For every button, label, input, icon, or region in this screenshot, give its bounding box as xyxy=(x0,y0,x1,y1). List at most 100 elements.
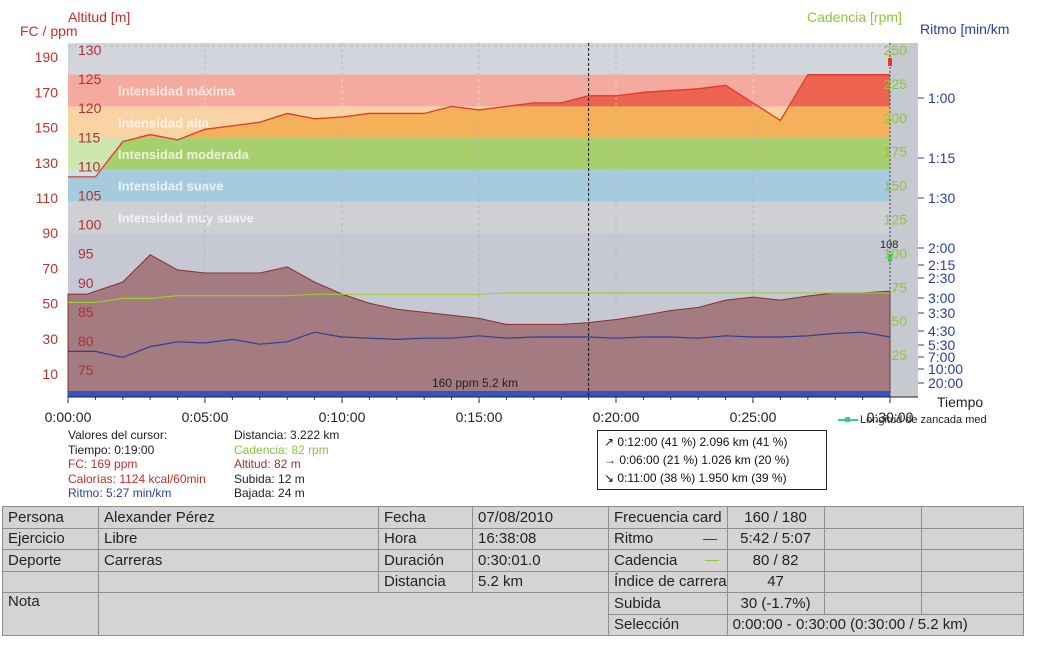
selection-label: 160 ppm 5.2 km xyxy=(432,376,518,390)
cadence-tick-label: 175 xyxy=(884,144,908,160)
deporte-value[interactable]: Carreras xyxy=(98,549,379,572)
seleccion-value: 0:00:00 - 0:30:00 (0:30:00 / 5.2 km) xyxy=(726,613,1024,636)
ritmo-label: Ritmo xyxy=(608,527,728,550)
zone-label: Intensidad alta xyxy=(118,115,210,130)
indice-label: Índice de carrera xyxy=(608,570,728,593)
altitude-tick-label: 120 xyxy=(78,100,102,116)
cadence-tick-label: 50 xyxy=(891,313,907,329)
cursor-cadence: Cadencia: 82 rpm xyxy=(234,442,329,457)
empty-cell xyxy=(2,570,99,593)
distancia-value: 5.2 km xyxy=(472,570,609,593)
end-marker-fc xyxy=(888,58,892,66)
empty-cell xyxy=(823,506,922,529)
x-tick-label: 0:05:00 xyxy=(182,409,229,425)
cursor-time: Tiempo: 0:19:00 xyxy=(68,442,155,457)
zone-label: Intensidad suave xyxy=(118,179,223,194)
cadence-tick-label: 150 xyxy=(884,178,908,194)
stride-legend[interactable]: Longitud de zancada med xyxy=(838,414,987,426)
cadencia-value: 80 / 82 xyxy=(726,549,825,572)
cadence-line xyxy=(68,292,890,304)
cadence-tick-label: 225 xyxy=(884,76,908,92)
fc-tick-label: 170 xyxy=(35,84,59,100)
altitude-tick-label: 75 xyxy=(78,362,94,378)
pace-tick-label: 4:30 xyxy=(928,323,955,339)
slope-down: ↘ 0:11:00 (38 %) 1.950 km (39 %) xyxy=(604,471,787,485)
x-tick-label: 0:25:00 xyxy=(730,409,777,425)
altitude-tick-label: 110 xyxy=(78,158,101,174)
pace-tick-label: 1:15 xyxy=(928,150,955,166)
empty-cell xyxy=(920,506,1024,529)
cadencia-line-swatch xyxy=(705,560,720,562)
ritmo-value: 5:42 / 5:07 xyxy=(726,527,825,550)
duracion-label: Duración xyxy=(378,549,473,572)
subida-label: Subida xyxy=(608,592,728,615)
zone-label: Intensidad muy suave xyxy=(118,210,254,225)
cadencia-label: Cadencia xyxy=(608,549,728,572)
empty-cell xyxy=(920,570,1024,593)
persona-value[interactable]: Alexander Pérez xyxy=(98,506,379,529)
x-tick-label: 0:00:00 xyxy=(45,409,92,425)
pace-tick-label: 2:15 xyxy=(928,257,955,273)
cursor-distance: Distancia: 3.222 km xyxy=(234,428,340,442)
seleccion-label: Selección xyxy=(608,613,728,636)
fc-tick-label: 150 xyxy=(35,120,59,136)
exercise-chart[interactable]: Intensidad máxima Intensidad alta Intensid… xyxy=(0,0,1042,500)
pace-tick-label: 3:00 xyxy=(928,290,955,306)
hora-value: 16:38:08 xyxy=(472,527,609,550)
fc-label: Frecuencia card xyxy=(608,506,728,529)
stride-legend-swatch xyxy=(838,417,858,423)
altitude-tick-label: 100 xyxy=(78,217,102,233)
nota-label: Nota xyxy=(2,592,99,636)
hora-label: Hora xyxy=(378,527,473,550)
altitude-tick-label: 80 xyxy=(78,333,94,349)
altitude-tick-label: 130 xyxy=(78,42,102,58)
fc-tick-label: 130 xyxy=(35,155,59,171)
cursor-altitude: Altitud: 82 m xyxy=(234,457,301,471)
distancia-label: Distancia xyxy=(378,570,473,593)
empty-cell xyxy=(823,570,922,593)
x-tick-label: 0:30:00 xyxy=(867,409,914,425)
ejercicio-label: Ejercicio xyxy=(2,527,99,550)
altitude-tick-label: 95 xyxy=(78,246,94,262)
pace-tick-label: 10:00 xyxy=(928,361,963,377)
altitude-tick-label: 115 xyxy=(78,129,101,145)
pace-tick-label: 20:00 xyxy=(928,375,963,391)
pace-tick-label: 1:00 xyxy=(928,90,955,106)
empty-cell xyxy=(823,592,922,615)
fc-area xyxy=(68,74,890,177)
empty-cell xyxy=(98,570,379,593)
fc-tick-label: 50 xyxy=(42,296,58,312)
x-tick-label: 0:20:00 xyxy=(593,409,640,425)
pace-tick-label: 5:30 xyxy=(928,337,955,353)
empty-cell xyxy=(823,549,922,572)
fc-tick-label: 30 xyxy=(42,331,58,347)
stride-legend-label: Longitud de zancada med xyxy=(860,414,987,426)
cadence-tick-label: 75 xyxy=(891,279,907,295)
cursor-value-label: 108 xyxy=(880,239,898,251)
subida-value: 30 (-1.7%) xyxy=(726,592,825,615)
cadence-axis-title: Cadencia [rpm] xyxy=(807,9,902,25)
cursor-fc: FC: 169 ppm xyxy=(68,457,138,471)
selection-bar[interactable] xyxy=(68,391,890,397)
duracion-value: 0:30:01.0 xyxy=(472,549,609,572)
ejercicio-value[interactable]: Libre xyxy=(98,527,379,550)
zone-label: Intensidad moderada xyxy=(118,147,250,162)
pace-tick-label: 7:00 xyxy=(928,349,955,365)
deporte-label: Deporte xyxy=(2,549,99,572)
x-tick-label: 0:10:00 xyxy=(319,409,366,425)
cadence-tick-label: 250 xyxy=(884,42,908,58)
nota-value[interactable] xyxy=(98,592,609,636)
altitude-tick-label: 85 xyxy=(78,304,94,320)
altitude-area xyxy=(67,254,891,398)
altitude-tick-label: 125 xyxy=(78,71,102,87)
exercise-info-table: Persona Alexander Pérez Fecha 07/08/2010… xyxy=(2,506,1024,636)
pace-tick-label: 2:00 xyxy=(928,240,955,256)
empty-cell xyxy=(920,592,1024,615)
cadence-tick-label: 25 xyxy=(891,347,907,363)
altitude-axis-title: Altitud [m] xyxy=(68,9,130,25)
pace-tick-label: 1:30 xyxy=(928,190,955,206)
fc-tick-label: 190 xyxy=(35,49,59,65)
fc-value: 160 / 180 xyxy=(726,506,825,529)
altitude-tick-label: 90 xyxy=(78,275,94,291)
altitude-tick-label: 105 xyxy=(78,188,102,204)
